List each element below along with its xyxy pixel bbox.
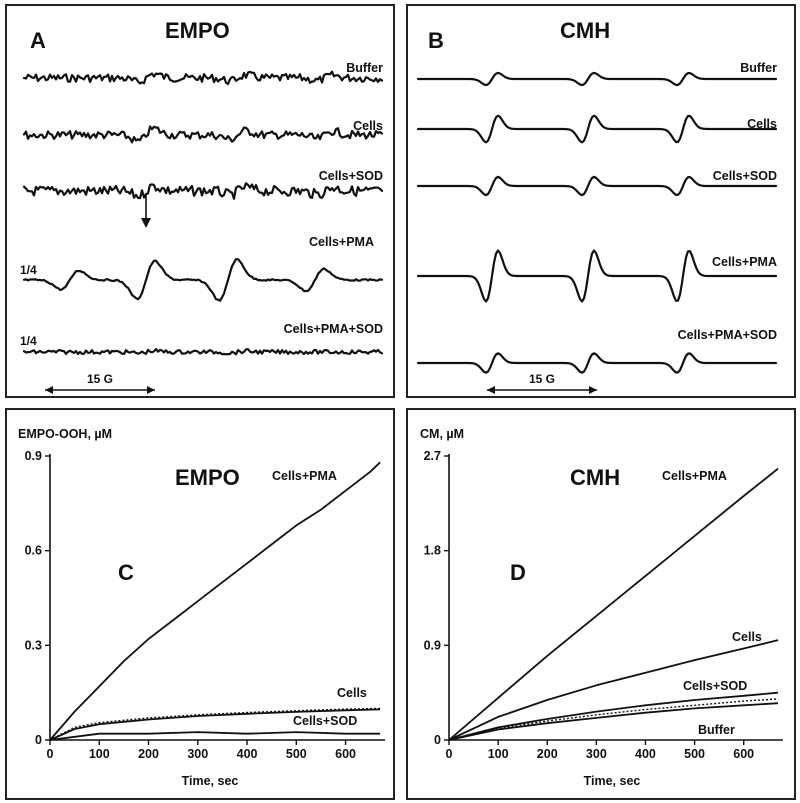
trace-label-a-cells-pma: Cells+PMA [309,235,374,249]
chart-d-xlabel: Time, sec [584,774,641,788]
epr-a-cells [22,125,384,144]
chart-d-xtick-label: 100 [488,747,509,761]
trace-label-b-cells: Cells [747,117,777,131]
scale-factor-a-cells-pma: 1/4 [20,263,37,277]
chart-c-label-cells-pma: Cells+PMA [272,469,337,483]
chart-d-label-cells-pma: Cells+PMA [662,469,727,483]
epr-b-cells [416,114,778,144]
panel-a-title: EMPO [165,18,230,43]
chart-c-series-2 [49,708,381,741]
chart-d-ytick-label: 0.9 [424,638,441,652]
epr-spectra-a [22,70,384,356]
chart-c-xlabel: Time, sec [182,774,239,788]
chart-c-label-cells-sod: Cells+SOD [293,714,357,728]
trace-label-b-cells-pma-sod: Cells+PMA+SOD [678,328,777,342]
panel-b-title: CMH [560,18,610,43]
chart-c-label-cells: Cells [337,686,367,700]
panel-a-frame [5,4,395,398]
peak-arrow [141,195,151,228]
chart-d-label-cells: Cells [732,630,762,644]
chart-d-series-3 [448,698,779,741]
chart-d-series-4 [448,702,779,741]
chart-d-ytick-label: 1.8 [424,544,441,558]
chart-d-ytick-label: 2.7 [424,449,441,463]
trace-label-a-cells-pma-sod: Cells+PMA+SOD [284,322,383,336]
epr-a-buffer [22,70,384,86]
panel-c-letter: C [118,560,134,585]
chart-c-xtick-label: 100 [89,747,110,761]
chart-d-label-buffer: Buffer [698,723,735,737]
epr-a-cells-pma-sod [22,348,384,356]
chart-c-title: EMPO [175,465,240,490]
chart-d-label-cells-sod: Cells+SOD [683,679,747,693]
chart-d-xtick-label: 500 [684,747,705,761]
chart-c-xtick-label: 0 [47,747,54,761]
trace-label-b-buffer: Buffer [740,61,777,75]
panel-b-letter: B [428,28,444,53]
panel-b-frame [406,4,796,398]
chart-c-series-1 [49,707,381,741]
chart-d: CM, µM CMH D Time, sec Cells+PMA Cells C… [420,427,783,788]
panel-d-letter: D [510,560,526,585]
chart-c-ytick-label: 0 [35,733,42,747]
scale-factor-a-cells-pma-sod: 1/4 [20,334,37,348]
epr-a-cells-pma [22,258,384,302]
chart-d-ytick-label: 0 [434,733,441,747]
chart-d-xtick-label: 400 [635,747,656,761]
chart-d-series-1 [448,639,779,741]
epr-a-cells-sod [22,182,384,200]
chart-c-series-3 [49,731,381,741]
chart-d-series-2 [448,691,779,741]
trace-label-b-cells-sod: Cells+SOD [713,169,777,183]
chart-d-xtick-label: 0 [446,747,453,761]
chart-c-xtick-label: 300 [187,747,208,761]
trace-label-a-buffer: Buffer [346,61,383,75]
scalebar-b-label: 15 G [529,372,555,386]
epr-b-cells-pma [416,249,778,303]
chart-c: EMPO-OOH, µM EMPO C Time, sec Cells+PMA … [18,427,385,788]
chart-c-xtick-label: 500 [286,747,307,761]
chart-d-series-0 [448,467,779,741]
trace-label-b-cells-pma: Cells+PMA [712,255,777,269]
chart-d-title: CMH [570,465,620,490]
scalebar-a: 15 G [45,372,155,394]
trace-label-a-cells-sod: Cells+SOD [319,169,383,183]
panel-d-frame [406,408,796,800]
epr-b-cells-sod [416,175,778,197]
chart-c-xtick-label: 200 [138,747,159,761]
chart-c-ytick-label: 0.6 [25,544,42,558]
chart-d-xtick-label: 300 [586,747,607,761]
chart-d-xtick-label: 600 [733,747,754,761]
epr-b-buffer [416,71,778,87]
scalebar-a-label: 15 G [87,372,113,386]
panel-a-letter: A [30,28,46,53]
chart-c-xtick-label: 600 [335,747,356,761]
chart-d-ylabel: CM, µM [420,427,464,441]
trace-label-a-cells: Cells [353,119,383,133]
panel-c-frame [5,408,395,800]
chart-c-ytick-label: 0.9 [25,449,42,463]
chart-c-xtick-label: 400 [237,747,258,761]
chart-c-series-0 [49,461,381,741]
epr-spectra-b [416,71,778,374]
epr-b-cells-pma-sod [416,352,778,374]
chart-d-xtick-label: 200 [537,747,558,761]
scalebar-b: 15 G [487,372,597,394]
chart-c-ylabel: EMPO-OOH, µM [18,427,112,441]
chart-c-ytick-label: 0.3 [25,638,42,652]
